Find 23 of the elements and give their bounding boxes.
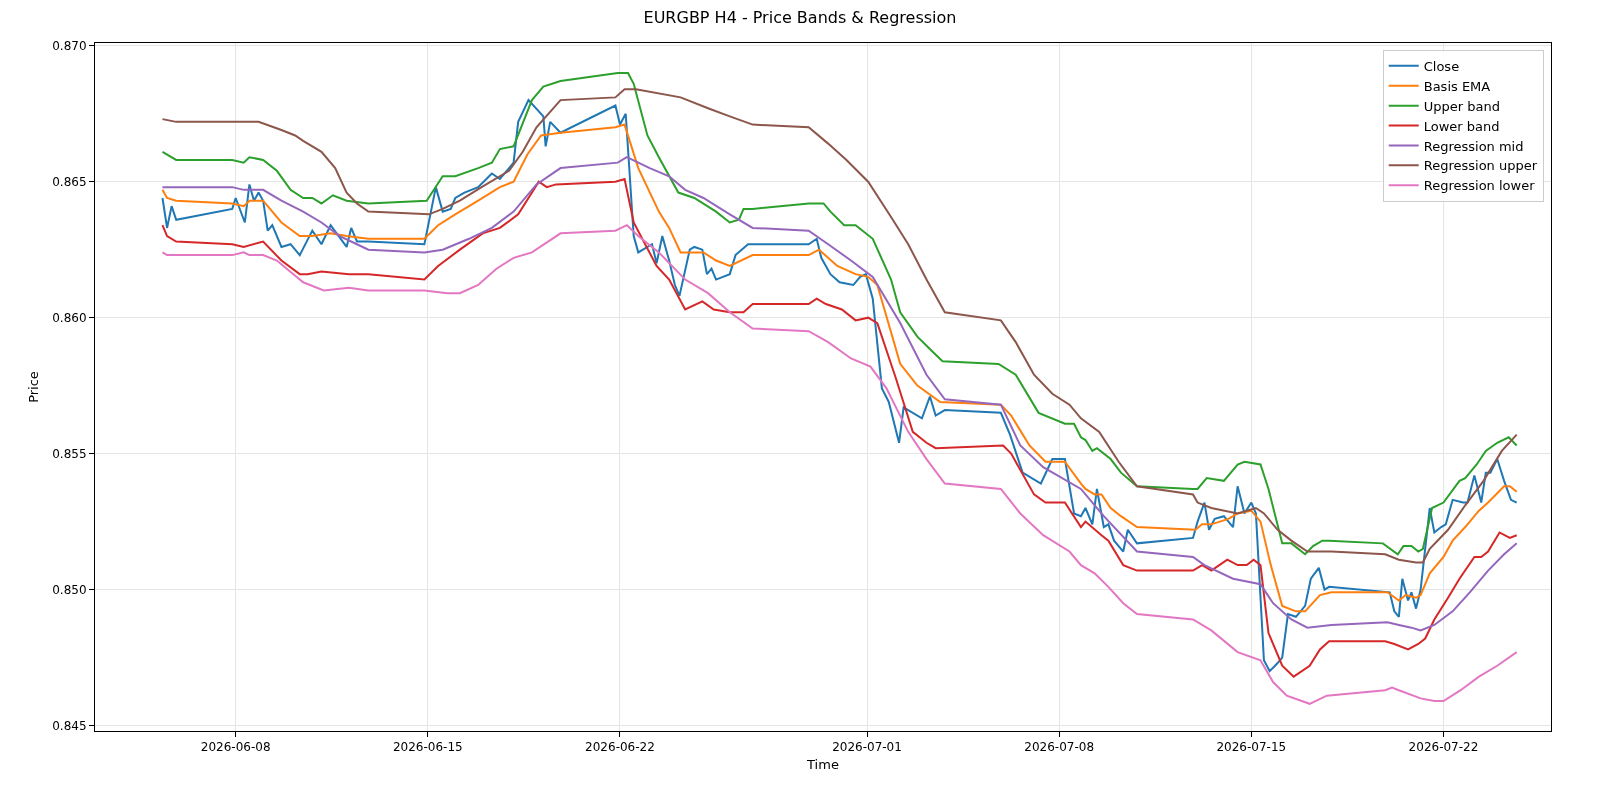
x-tick-label: 2026-06-08 (200, 740, 271, 755)
x-tick-label: 2026-07-08 (1024, 740, 1095, 755)
y-tick-label: 0.855 (52, 446, 87, 461)
legend-label: Basis EMA (1423, 78, 1491, 94)
x-tick-label: 2026-07-22 (1408, 740, 1479, 755)
y-tick-label: 0.850 (52, 582, 87, 597)
y-axis-title: Price (26, 371, 42, 403)
legend-label: Close (1423, 58, 1460, 74)
x-tick-label: 2026-06-15 (392, 740, 463, 755)
y-tick-label: 0.870 (52, 38, 87, 53)
y-tick-label: 0.865 (52, 174, 87, 189)
x-axis-title: Time (806, 757, 839, 772)
legend-label: Lower band (1423, 118, 1500, 134)
y-tick-label: 0.860 (52, 310, 87, 325)
x-tick-label: 2026-07-15 (1216, 740, 1287, 755)
legend-label: Regression upper (1423, 158, 1538, 174)
x-tick-label: 2026-06-22 (585, 740, 655, 755)
x-tick-label: 2026-07-01 (832, 740, 902, 755)
legend-label: Upper band (1423, 98, 1500, 114)
legend-label: Regression mid (1423, 138, 1524, 154)
y-tick-label: 0.845 (52, 718, 87, 733)
legend-label: Regression lower (1423, 178, 1536, 194)
chart-title: EURGBP H4 - Price Bands & Regression (643, 8, 957, 28)
